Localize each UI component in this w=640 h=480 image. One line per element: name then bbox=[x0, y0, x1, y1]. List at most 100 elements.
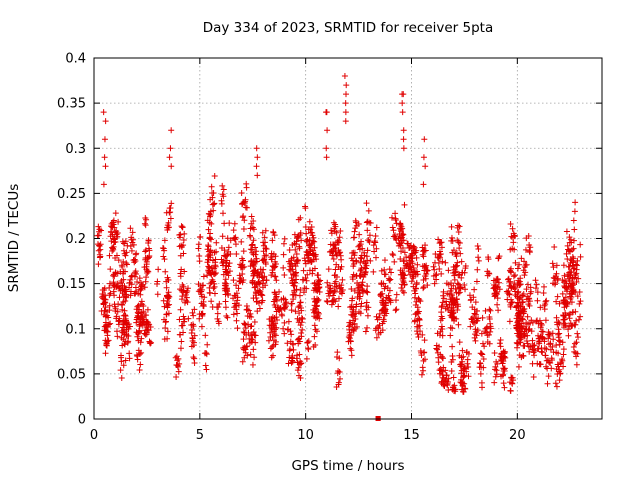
data-point bbox=[572, 321, 579, 328]
data-point bbox=[570, 217, 577, 224]
data-point bbox=[571, 226, 578, 233]
data-point bbox=[440, 381, 447, 388]
data-point bbox=[139, 318, 146, 325]
data-point bbox=[364, 227, 371, 234]
data-point bbox=[177, 273, 184, 280]
data-point bbox=[514, 318, 521, 325]
data-point bbox=[496, 279, 503, 286]
data-point bbox=[392, 234, 399, 241]
data-point bbox=[115, 257, 122, 264]
y-tick-label: 0 bbox=[78, 413, 86, 428]
data-point bbox=[308, 224, 315, 231]
data-point bbox=[398, 284, 405, 291]
data-point bbox=[210, 207, 217, 214]
data-point bbox=[306, 218, 313, 225]
data-point bbox=[400, 145, 407, 152]
data-point bbox=[539, 328, 546, 335]
data-point bbox=[161, 247, 168, 254]
data-point bbox=[242, 321, 249, 328]
data-point bbox=[252, 332, 259, 339]
data-point bbox=[225, 244, 232, 251]
data-point bbox=[105, 314, 112, 321]
data-point bbox=[413, 285, 420, 292]
data-point bbox=[400, 279, 407, 286]
data-point bbox=[106, 252, 113, 259]
data-point bbox=[288, 331, 295, 338]
data-point bbox=[143, 216, 150, 223]
data-point bbox=[118, 375, 125, 382]
data-point bbox=[222, 298, 229, 305]
data-point bbox=[577, 298, 584, 305]
data-point bbox=[198, 286, 205, 293]
data-point bbox=[480, 364, 487, 371]
data-point bbox=[95, 223, 102, 230]
data-point bbox=[513, 325, 520, 332]
data-point bbox=[148, 339, 155, 346]
data-point bbox=[363, 306, 370, 313]
data-point bbox=[143, 261, 150, 268]
data-point bbox=[210, 189, 217, 196]
data-point bbox=[463, 368, 470, 375]
data-point bbox=[465, 373, 472, 380]
y-tick-label: 0.4 bbox=[65, 52, 86, 67]
data-point bbox=[568, 323, 575, 330]
data-point bbox=[449, 301, 456, 308]
data-point bbox=[95, 247, 102, 254]
data-point bbox=[101, 307, 108, 314]
data-point bbox=[398, 234, 405, 241]
data-point bbox=[268, 354, 275, 361]
data-point bbox=[412, 290, 419, 297]
data-point bbox=[137, 339, 144, 346]
data-point bbox=[497, 343, 504, 350]
data-point bbox=[390, 227, 397, 234]
data-point bbox=[126, 355, 133, 362]
data-point bbox=[430, 263, 437, 270]
data-point bbox=[508, 284, 515, 291]
data-point bbox=[247, 310, 254, 317]
data-point bbox=[549, 330, 556, 337]
data-point bbox=[102, 118, 109, 125]
data-point bbox=[381, 257, 388, 264]
data-point bbox=[556, 300, 563, 307]
data-point bbox=[249, 361, 256, 368]
data-point bbox=[554, 277, 561, 284]
data-point bbox=[475, 257, 482, 264]
data-point bbox=[560, 351, 567, 358]
data-point bbox=[189, 327, 196, 334]
data-point bbox=[130, 236, 137, 243]
data-point bbox=[243, 343, 250, 350]
data-point bbox=[479, 314, 486, 321]
data-point bbox=[509, 299, 516, 306]
data-point bbox=[550, 264, 557, 271]
data-point bbox=[302, 257, 309, 264]
data-point bbox=[528, 288, 535, 295]
data-point bbox=[487, 328, 494, 335]
data-point bbox=[395, 235, 402, 242]
data-point bbox=[440, 288, 447, 295]
data-point bbox=[225, 291, 232, 298]
data-point bbox=[328, 287, 335, 294]
data-point bbox=[385, 292, 392, 299]
data-point bbox=[418, 371, 425, 378]
data-point bbox=[220, 258, 227, 265]
data-point bbox=[133, 250, 140, 257]
data-point bbox=[573, 317, 580, 324]
data-point bbox=[326, 292, 333, 299]
data-point bbox=[294, 256, 301, 263]
data-point bbox=[290, 272, 297, 279]
data-point bbox=[137, 361, 144, 368]
data-point bbox=[123, 261, 130, 268]
data-point bbox=[388, 214, 395, 221]
data-point bbox=[575, 316, 582, 323]
data-point bbox=[262, 260, 269, 267]
data-point bbox=[530, 342, 537, 349]
data-point bbox=[352, 310, 359, 317]
data-point bbox=[401, 272, 408, 279]
data-point bbox=[323, 109, 330, 116]
data-point bbox=[470, 314, 477, 321]
data-point bbox=[242, 196, 249, 203]
data-point bbox=[332, 223, 339, 230]
data-point bbox=[545, 331, 552, 338]
data-point bbox=[296, 245, 303, 252]
data-point bbox=[305, 338, 312, 345]
